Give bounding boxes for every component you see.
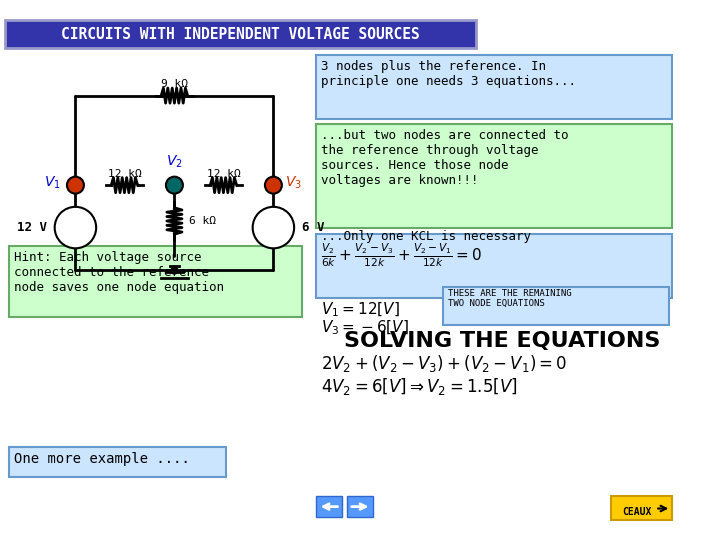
Text: One more example ....: One more example .... <box>14 452 190 466</box>
Text: –: – <box>269 212 277 227</box>
Text: 12 kΩ: 12 kΩ <box>107 169 141 179</box>
Text: $\frac{V_2}{6k}+\frac{V_2-V_3}{12k}+\frac{V_2-V_1}{12k}=0$: $\frac{V_2}{6k}+\frac{V_2-V_3}{12k}+\fra… <box>320 242 482 269</box>
Text: +: + <box>70 212 81 226</box>
Circle shape <box>67 177 84 194</box>
Text: 3 nodes plus the reference. In
principle one needs 3 equations...: 3 nodes plus the reference. In principle… <box>320 60 575 88</box>
FancyBboxPatch shape <box>316 496 342 517</box>
Text: $4V_2=6[V]\Rightarrow V_2=1.5[V]$: $4V_2=6[V]\Rightarrow V_2=1.5[V]$ <box>320 376 517 396</box>
Text: 6 V: 6 V <box>302 221 324 234</box>
Text: $V_1$: $V_1$ <box>44 175 60 192</box>
FancyBboxPatch shape <box>316 234 672 298</box>
Text: 12 kΩ: 12 kΩ <box>207 169 240 179</box>
FancyBboxPatch shape <box>5 20 476 49</box>
FancyBboxPatch shape <box>9 246 302 317</box>
Text: $V_3=-6[V]$: $V_3=-6[V]$ <box>320 319 408 338</box>
FancyBboxPatch shape <box>9 447 226 477</box>
Text: $V_1=12[V]$: $V_1=12[V]$ <box>320 300 400 319</box>
Text: CEAUX: CEAUX <box>622 507 652 517</box>
Text: 9 kΩ: 9 kΩ <box>161 79 188 89</box>
Text: THESE ARE THE REMAINING
TWO NODE EQUATIONS: THESE ARE THE REMAINING TWO NODE EQUATIO… <box>448 289 572 308</box>
FancyBboxPatch shape <box>443 287 670 325</box>
Text: SOLVING THE EQUATIONS: SOLVING THE EQUATIONS <box>344 331 660 352</box>
Text: 12 V: 12 V <box>17 221 47 234</box>
Text: $V_2$: $V_2$ <box>166 154 183 170</box>
FancyBboxPatch shape <box>316 55 672 119</box>
Text: $2V_2+(V_2-V_3)+(V_2-V_1)=0$: $2V_2+(V_2-V_3)+(V_2-V_1)=0$ <box>320 353 567 374</box>
Text: Hint: Each voltage source
connected to the reference
node saves one node equatio: Hint: Each voltage source connected to t… <box>14 251 224 294</box>
Text: +: + <box>268 229 279 243</box>
Text: 6 kΩ: 6 kΩ <box>189 216 217 226</box>
Text: ...Only one KCL is necessary: ...Only one KCL is necessary <box>320 231 531 244</box>
FancyBboxPatch shape <box>611 496 672 520</box>
FancyBboxPatch shape <box>316 124 672 227</box>
Text: –: – <box>71 228 79 244</box>
Text: $V_3$: $V_3$ <box>284 175 302 192</box>
Circle shape <box>265 177 282 194</box>
Circle shape <box>253 207 294 248</box>
Circle shape <box>166 177 183 194</box>
Text: CIRCUITS WITH INDEPENDENT VOLTAGE SOURCES: CIRCUITS WITH INDEPENDENT VOLTAGE SOURCE… <box>61 27 420 42</box>
Text: ...but two nodes are connected to
the reference through voltage
sources. Hence t: ...but two nodes are connected to the re… <box>320 129 568 187</box>
Circle shape <box>55 207 96 248</box>
FancyBboxPatch shape <box>347 496 374 517</box>
